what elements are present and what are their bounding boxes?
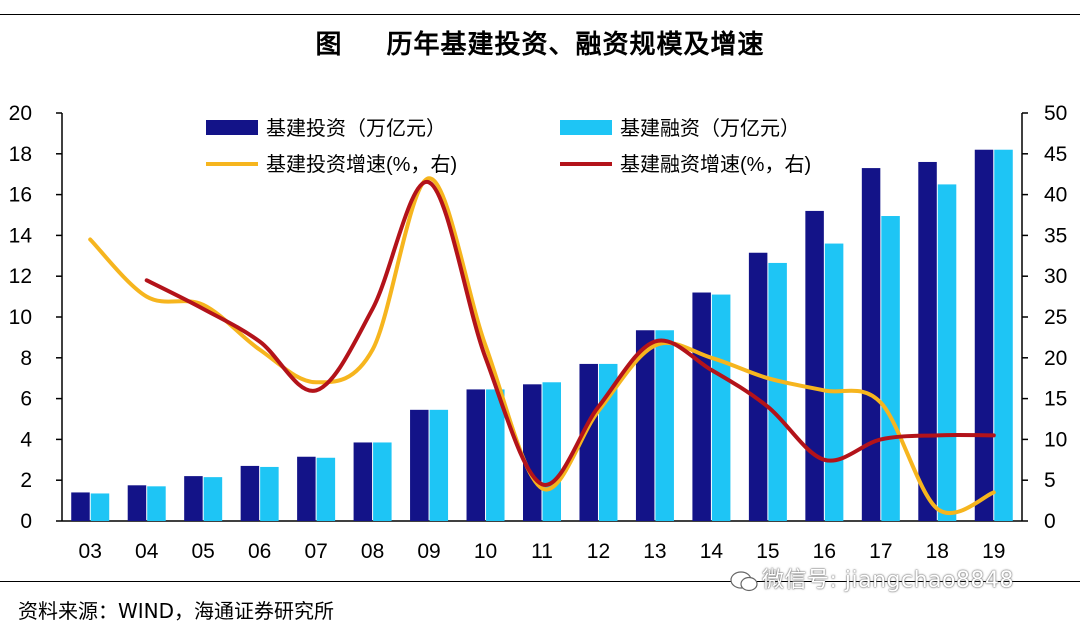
x-tick-label: 17 xyxy=(869,540,892,563)
bar-invest xyxy=(240,465,260,521)
bar-finance xyxy=(486,389,505,521)
x-tick-label: 10 xyxy=(474,540,497,563)
legend-label-finance-growth: 基建融资增速(%，右) xyxy=(620,153,811,176)
bar-finance xyxy=(824,243,844,521)
legend-label-invest-growth: 基建投资增速(%，右) xyxy=(266,153,457,176)
top-rule xyxy=(0,14,1080,15)
bar-invest xyxy=(748,252,768,522)
chart-title: 图 历年基建投资、融资规模及增速 xyxy=(0,24,1080,61)
source-note: 资料来源：WIND，海通证券研究所 xyxy=(18,599,335,623)
right-tick-label: 0 xyxy=(1044,510,1056,533)
wechat-icon xyxy=(730,571,758,592)
legend-swatch-finance xyxy=(560,120,612,135)
right-tick-label: 20 xyxy=(1044,347,1067,370)
x-tick-label: 09 xyxy=(417,540,440,563)
bar-finance xyxy=(994,149,1013,521)
left-tick-label: 18 xyxy=(9,143,32,166)
bar-invest xyxy=(353,442,373,521)
x-tick-label: 12 xyxy=(587,540,610,563)
watermark: 微信号: jiangchao8848 xyxy=(730,562,1014,594)
x-tick-label: 18 xyxy=(926,540,949,563)
right-tick-label: 45 xyxy=(1044,143,1067,166)
bar-invest xyxy=(71,492,90,521)
legend-label-finance: 基建融资（万亿元） xyxy=(620,117,800,140)
bar-invest xyxy=(297,456,316,521)
x-tick-label: 11 xyxy=(531,540,553,563)
bar-finance xyxy=(937,184,957,521)
bar-finance xyxy=(90,493,110,521)
left-tick-label: 14 xyxy=(9,224,33,247)
x-tick-label: 08 xyxy=(361,540,384,563)
right-tick-label: 5 xyxy=(1044,469,1056,492)
bar-invest xyxy=(579,363,598,521)
left-tick-label: 6 xyxy=(20,388,32,411)
watermark-text: 微信号: jiangchao8848 xyxy=(762,568,1014,593)
x-tick-label: 04 xyxy=(135,540,159,563)
x-tick-label: 13 xyxy=(643,540,666,563)
x-tick-label: 15 xyxy=(756,540,779,563)
bar-invest xyxy=(410,409,429,521)
bar-invest xyxy=(974,149,994,521)
bar-invest xyxy=(861,168,881,521)
bar-finance xyxy=(147,486,166,521)
right-tick-label: 25 xyxy=(1044,306,1067,329)
left-tick-label: 10 xyxy=(9,306,32,329)
bar-invest xyxy=(918,161,937,521)
bar-finance xyxy=(711,294,731,521)
left-tick-label: 20 xyxy=(9,102,32,125)
bar-finance xyxy=(203,477,223,521)
right-tick-label: 35 xyxy=(1044,224,1067,247)
bar-invest xyxy=(127,485,147,521)
x-tick-label: 16 xyxy=(813,540,836,563)
legend-label-invest: 基建投资（万亿元） xyxy=(266,117,446,140)
left-tick-label: 2 xyxy=(20,469,32,492)
bar-finance xyxy=(260,466,279,521)
bar-invest xyxy=(635,330,655,521)
legend-swatch-invest xyxy=(206,120,258,135)
right-tick-label: 15 xyxy=(1044,388,1067,411)
bar-invest xyxy=(466,389,486,521)
left-tick-label: 12 xyxy=(9,265,32,288)
x-tick-label: 07 xyxy=(304,540,327,563)
bar-finance xyxy=(881,216,900,521)
x-tick-label: 06 xyxy=(248,540,271,563)
line-invest-growth xyxy=(88,176,996,516)
bar-invest xyxy=(184,476,203,521)
line-finance-growth xyxy=(144,180,996,487)
bar-finance xyxy=(373,442,392,521)
bar-invest xyxy=(523,384,542,521)
bar-invest xyxy=(805,210,824,522)
bar-invest xyxy=(692,292,711,521)
right-tick-label: 10 xyxy=(1044,428,1067,451)
left-tick-label: 0 xyxy=(20,510,32,533)
bar-finance xyxy=(316,457,336,521)
figure-label: 图 xyxy=(315,30,343,60)
x-tick-label: 19 xyxy=(982,540,1005,563)
bar-finance xyxy=(655,330,674,521)
title-text: 历年基建投资、融资规模及增速 xyxy=(386,30,765,60)
x-tick-label: 14 xyxy=(700,540,724,563)
x-tick-label: 03 xyxy=(79,540,102,563)
bar-finance xyxy=(429,409,449,521)
right-tick-label: 40 xyxy=(1044,184,1067,207)
bar-finance xyxy=(768,262,787,521)
x-tick-label: 05 xyxy=(191,540,214,563)
right-tick-label: 30 xyxy=(1044,265,1067,288)
bar-finance xyxy=(542,382,561,521)
left-tick-label: 4 xyxy=(20,428,32,451)
bottom-rule xyxy=(0,581,1080,582)
right-tick-label: 50 xyxy=(1044,102,1067,125)
left-tick-label: 8 xyxy=(20,347,32,370)
left-tick-label: 16 xyxy=(9,184,32,207)
